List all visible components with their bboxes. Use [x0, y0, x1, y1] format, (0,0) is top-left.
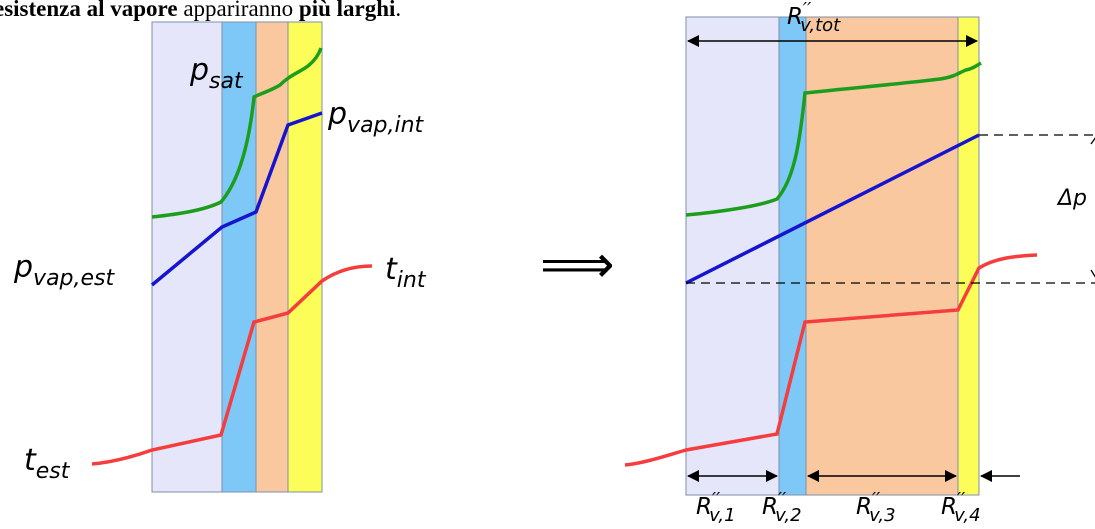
left-t-curve	[91, 264, 373, 466]
header-bold-2: più larghi	[299, 0, 396, 21]
right-layer-1	[685, 16, 780, 496]
right-t-curve	[624, 253, 1038, 467]
label-r-v-1: R′′ v,1	[696, 489, 736, 526]
label-r-v-tot: R′′ v,tot	[787, 0, 841, 36]
label-p-sat: psat	[189, 53, 244, 94]
label-r-v-3: R′′ v,3	[856, 489, 896, 526]
left-layer-4	[287, 21, 323, 493]
label-r-v-4: R′′ v,4	[941, 489, 981, 526]
right-p-sat-curve	[685, 61, 982, 217]
left-p-sat-curve	[151, 47, 323, 219]
right-layer-2	[778, 16, 807, 496]
right-diagram: R′′ v,tot Δp R′′ v,1 R′′ v,2 R′′ v,3 R′′ v,4	[624, 0, 1095, 526]
delta-p-arrow-top	[1090, 137, 1095, 145]
left-diagram: psat pvap,int pvap,est tint test	[13, 21, 427, 493]
left-p-vap-curve	[150, 111, 323, 287]
delta-p-arrow-bottom	[1090, 269, 1095, 278]
right-p-vap-curve	[685, 133, 980, 285]
label-t-int: tint	[385, 252, 427, 293]
label-r-v-2: R′′ v,2	[762, 489, 802, 526]
header-normal: appariranno	[178, 0, 299, 21]
header-end: .	[395, 0, 401, 21]
left-layer-3	[255, 21, 289, 493]
header-bold-1: esistenza al vapore	[0, 0, 178, 21]
right-layer-3	[805, 16, 959, 496]
right-layer-4	[957, 16, 980, 496]
label-delta-p: Δp	[1056, 186, 1087, 211]
label-t-est: test	[24, 443, 71, 484]
label-p-vap-int: pvap,int	[327, 97, 425, 138]
slide-header: esistenza al vapore appariranno più larg…	[0, 0, 401, 21]
label-p-vap-est: pvap,est	[13, 250, 116, 291]
implies-arrow: ⟹	[540, 235, 615, 295]
